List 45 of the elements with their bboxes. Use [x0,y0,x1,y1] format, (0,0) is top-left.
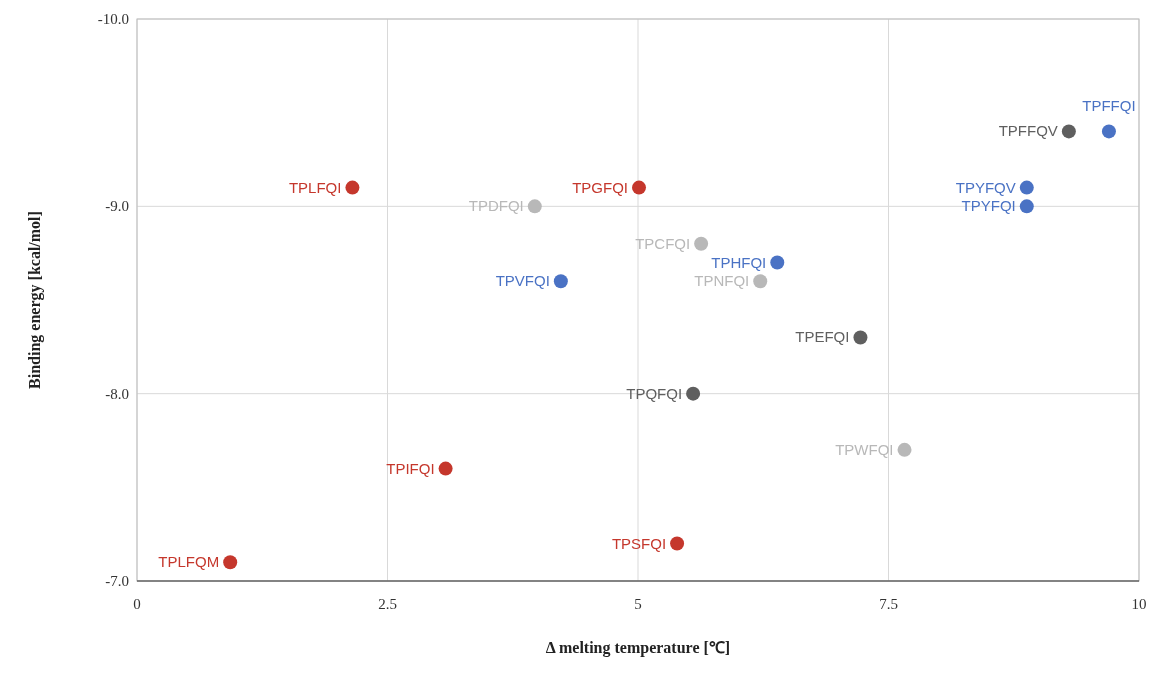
x-axis-title: Δ melting temperature [℃] [545,639,731,657]
point [1061,124,1076,139]
annotation: TPLFQI [288,178,342,196]
annotation: TPWFQI [835,440,894,458]
annotation: TPEFQI [795,328,850,346]
annotation: TPCFQI [635,234,691,252]
point [853,330,868,345]
y-axis-title: Binding energy [kcal/mol] [26,211,44,389]
y-tick-label: -8.0 [105,385,129,402]
point [632,180,646,195]
point [1019,180,1034,195]
x-tick-label: 2.5 [378,596,397,612]
point [897,442,912,457]
annotation: TPYFQV [955,178,1016,196]
point [686,386,701,401]
point [438,461,453,476]
y-tick-label: -10.0 [97,11,129,27]
annotation: TPSFQI [611,534,667,552]
point [770,255,785,270]
annotation: TPDFQI [468,197,524,215]
point [527,199,542,214]
annotation: TPIFQI [386,459,435,477]
point [553,274,568,289]
point [694,236,709,251]
point [670,536,685,551]
point [1101,124,1116,139]
y-tick-label: -9.0 [105,198,129,215]
annotation: TPNFQI [694,272,750,290]
annotation: TPVFQI [495,272,550,290]
annotation: TPYFQI [961,197,1016,215]
annotation: TPHFQI [711,253,767,271]
point [1019,199,1034,214]
point [223,555,238,570]
annotation: TPFFQV [998,122,1058,140]
x-tick-label: 5 [634,596,642,612]
x-tick-label: 10 [1131,596,1147,612]
x-tick-label: 0 [133,596,141,612]
point [345,180,360,195]
annotation: TPGFQI [572,178,628,196]
annotation: TPQFQI [626,384,683,402]
x-tick-label: 7.5 [879,596,898,612]
annotation: TPFFQI [1082,97,1136,115]
point [753,274,768,289]
y-tick-label: -7.0 [105,573,129,589]
annotation: TPLFQM [158,553,220,571]
